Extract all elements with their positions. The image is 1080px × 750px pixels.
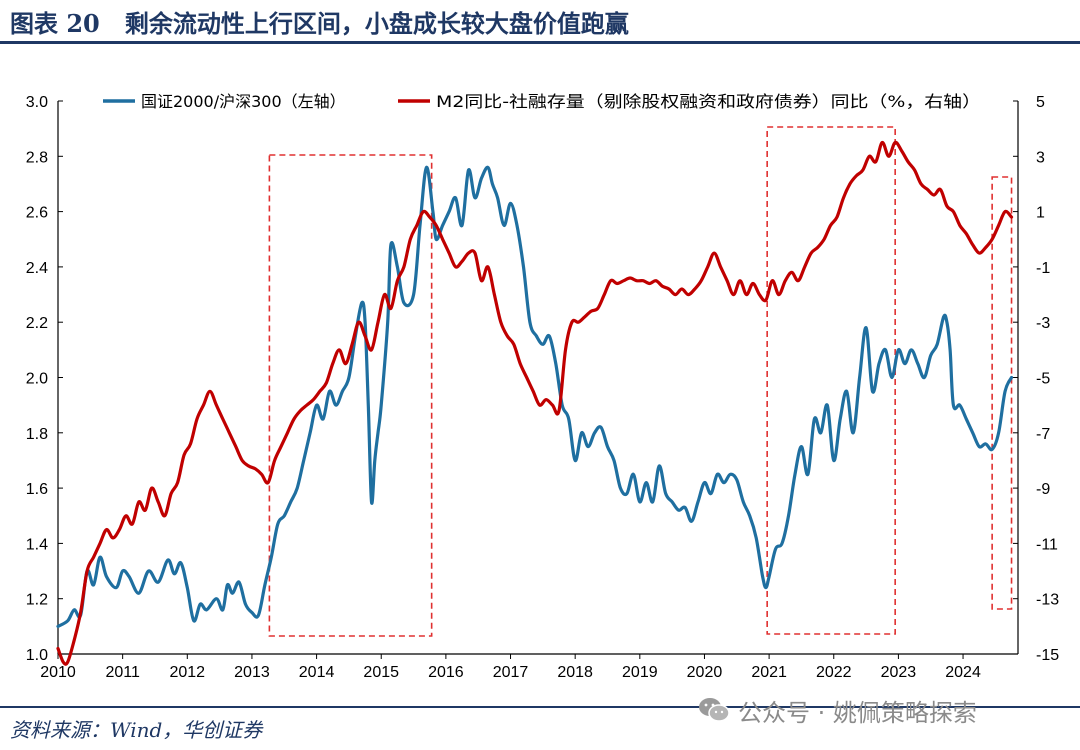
- series-line-right-liquidity: [56, 140, 1014, 666]
- watermark-text: 公众号 · 姚佩策略探索: [738, 698, 977, 727]
- y-left-tick-label: 1.4: [26, 536, 48, 553]
- title-divider: [0, 41, 1080, 44]
- y-left-tick-label: 1.0: [26, 647, 48, 664]
- y-left-tick-label: 2.6: [26, 205, 48, 222]
- chart-series: [56, 140, 1014, 666]
- y-right-tick-label: -9: [1036, 481, 1050, 498]
- y-left-tick-label: 2.4: [26, 260, 48, 277]
- x-tick-label: 2021: [751, 664, 787, 681]
- x-tick-label: 2018: [557, 664, 593, 681]
- chart-legend: 国证2000/沪深300（左轴） M2同比-社融存量（剔除股权融资和政府债券）同…: [103, 92, 981, 111]
- x-tick-label: 2024: [945, 664, 981, 681]
- y-left-tick-label: 2.8: [26, 149, 48, 166]
- x-tick-label: 2012: [169, 664, 205, 681]
- wechat-icon: [699, 698, 730, 722]
- y-right-tick-label: -5: [1036, 371, 1050, 388]
- highlight-box: [268, 154, 433, 637]
- y-left-tick-label: 2.0: [26, 371, 48, 388]
- x-tick-label: 2016: [428, 664, 464, 681]
- y-right-tick-label: 1: [1036, 205, 1045, 222]
- x-tick-label: 2023: [881, 664, 917, 681]
- y-right-tick-label: 5: [1036, 94, 1045, 111]
- x-tick-label: 2015: [363, 664, 399, 681]
- y-right-tick-label: 3: [1036, 149, 1045, 166]
- legend-label-left-series: 国证2000/沪深300（左轴）: [141, 92, 346, 111]
- y-right-tick-label: -11: [1036, 536, 1058, 553]
- x-tick-label: 2014: [299, 664, 335, 681]
- figure-header: 图表 20 剩余流动性上行区间，小盘成长较大盘价值跑赢: [0, 0, 1080, 44]
- source-divider: [0, 706, 1080, 708]
- x-tick-label: 2010: [40, 664, 76, 681]
- y-left-tick-label: 1.2: [26, 592, 48, 609]
- legend-label-right-series: M2同比-社融存量（剔除股权融资和政府债券）同比（%，右轴）: [436, 92, 981, 111]
- y-left-tick-label: 2.2: [26, 315, 48, 332]
- y-right-tick-label: -1: [1036, 260, 1050, 277]
- highlight-box: [766, 126, 896, 635]
- series-line-left-ratio: [56, 165, 1014, 628]
- y-right-tick-label: -13: [1036, 592, 1059, 609]
- y-left-tick-label: 1.8: [26, 426, 48, 443]
- highlight-boxes: [268, 126, 1013, 637]
- watermark: 公众号 · 姚佩策略探索: [698, 690, 977, 730]
- figure-label: 图表 20: [10, 9, 100, 38]
- chart-axes: 1.01.21.41.61.82.02.22.42.62.83.0-15-13-…: [26, 94, 1059, 681]
- x-tick-label: 2017: [493, 664, 529, 681]
- source-note: 资料来源：Wind，华创证券: [10, 718, 263, 742]
- y-right-tick-label: -15: [1036, 647, 1059, 664]
- x-tick-label: 2013: [234, 664, 270, 681]
- y-right-tick-label: -3: [1036, 315, 1050, 332]
- x-tick-label: 2022: [816, 664, 852, 681]
- x-tick-label: 2019: [622, 664, 658, 681]
- highlight-box: [991, 176, 1013, 610]
- figure-title-text: 剩余流动性上行区间，小盘成长较大盘价值跑赢: [124, 9, 629, 38]
- y-left-tick-label: 1.6: [26, 481, 48, 498]
- figure-title: 图表 20 剩余流动性上行区间，小盘成长较大盘价值跑赢: [10, 4, 629, 39]
- x-tick-label: 2011: [105, 664, 140, 681]
- y-right-tick-label: -7: [1036, 426, 1050, 443]
- x-tick-label: 2020: [687, 664, 723, 681]
- y-left-tick-label: 3.0: [26, 94, 48, 111]
